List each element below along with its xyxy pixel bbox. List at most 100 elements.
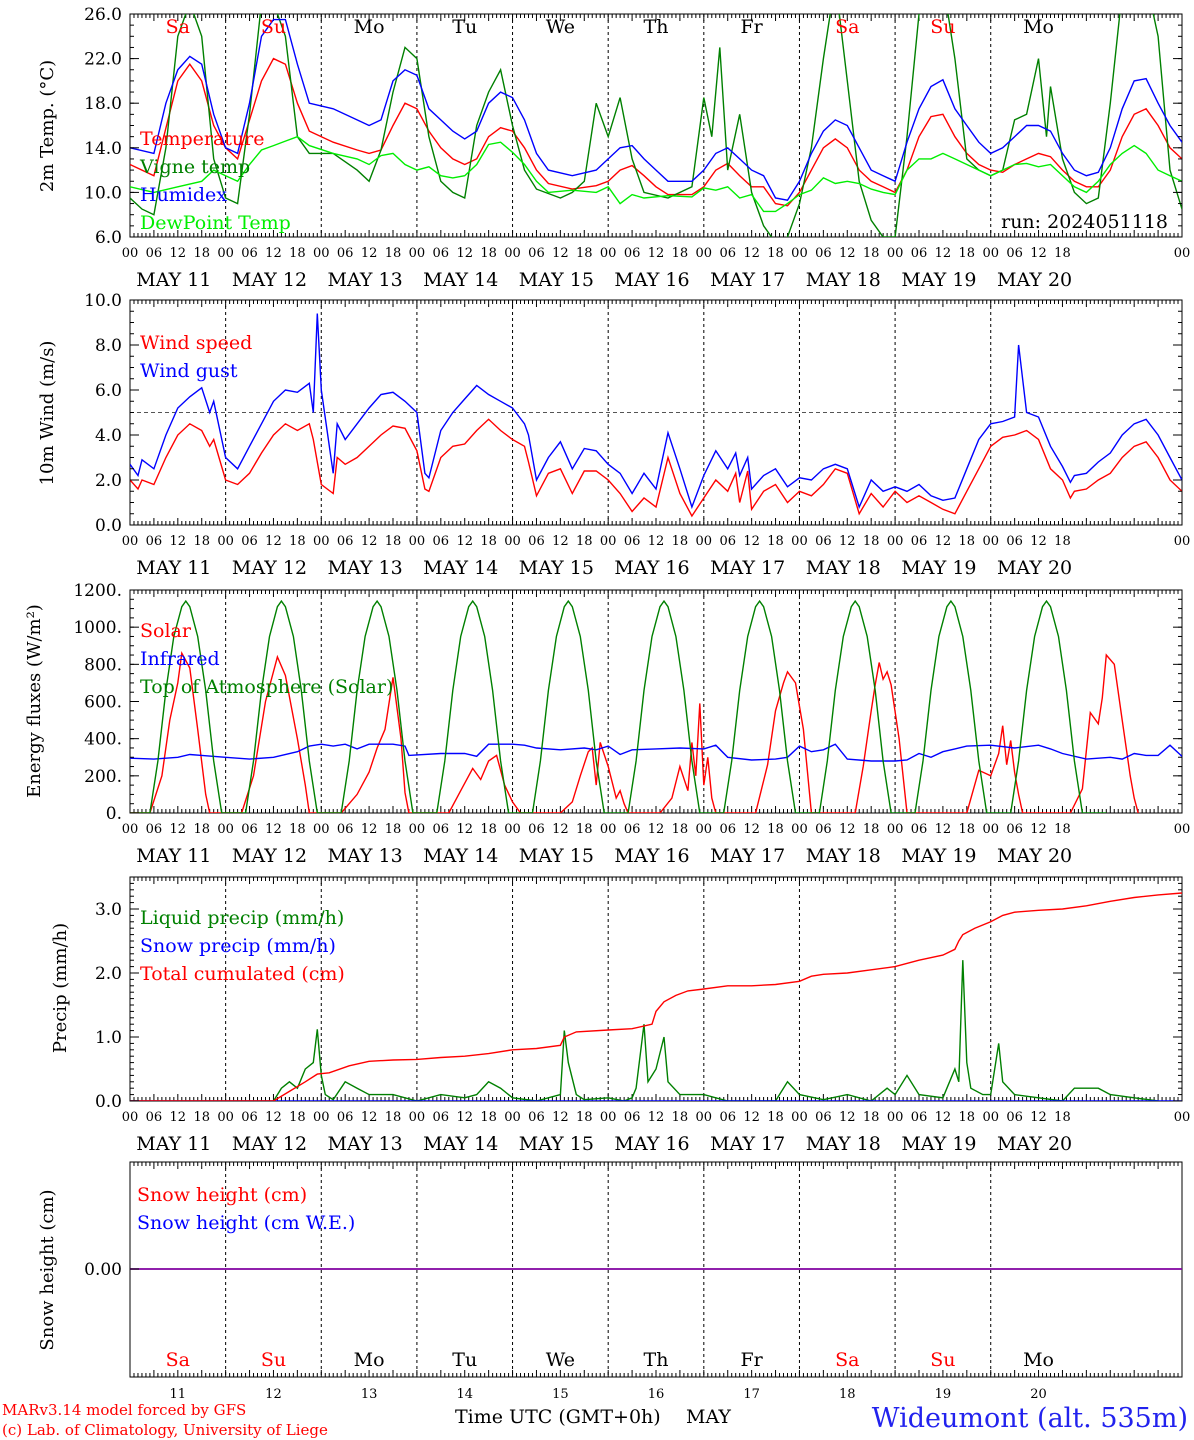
y-tick-label: 6.0 bbox=[95, 381, 122, 401]
hour-label: 06 bbox=[146, 822, 163, 837]
y-tick-label: 0.0 bbox=[95, 1092, 122, 1112]
date-label: MAY 20 bbox=[997, 269, 1072, 291]
y-tick-label: 0. bbox=[106, 804, 122, 824]
y-tick-label: 14.0 bbox=[84, 139, 122, 159]
hour-label: 12 bbox=[265, 534, 282, 549]
legend-wind-speed: Wind speed bbox=[140, 332, 252, 354]
y-tick-label: 10.0 bbox=[84, 291, 122, 311]
day-number: 20 bbox=[1030, 1387, 1047, 1402]
day-number: 16 bbox=[648, 1387, 665, 1402]
hour-label: 12 bbox=[456, 246, 473, 261]
legend-wind-gust: Wind gust bbox=[140, 360, 238, 382]
legend-temperature: Temperature bbox=[140, 128, 264, 150]
series-wind-gust bbox=[130, 313, 1182, 510]
date-label: MAY 20 bbox=[997, 557, 1072, 579]
month-label: MAY bbox=[686, 1406, 731, 1428]
hour-label: 06 bbox=[433, 1110, 450, 1125]
hour-label: 18 bbox=[289, 534, 306, 549]
y-tick-label: 1.0 bbox=[95, 1028, 122, 1048]
weekday-label: Su bbox=[261, 16, 286, 38]
snow-panel: 0.00 Snow height (cm) Snow height (cm) S… bbox=[37, 1161, 1183, 1402]
time-axis-title: Time UTC (GMT+0h) bbox=[455, 1406, 661, 1428]
hour-label: 00 bbox=[409, 822, 426, 837]
date-label: MAY 20 bbox=[997, 845, 1072, 867]
hour-label: 18 bbox=[959, 822, 976, 837]
temperature-axis-title: 2m Temp. (°C) bbox=[37, 60, 58, 192]
hour-label: 06 bbox=[719, 246, 736, 261]
hour-label: 12 bbox=[361, 1110, 378, 1125]
hour-label: 18 bbox=[193, 822, 210, 837]
hour-label: 00 bbox=[122, 246, 139, 261]
hour-label: 06 bbox=[146, 534, 163, 549]
hour-label: 18 bbox=[385, 246, 402, 261]
hour-label: 00 bbox=[313, 822, 330, 837]
date-label: MAY 11 bbox=[136, 845, 211, 867]
y-tick-label: 18.0 bbox=[84, 94, 122, 114]
hour-label: 00 bbox=[122, 1110, 139, 1125]
hour-label: 18 bbox=[385, 822, 402, 837]
hour-label: 06 bbox=[1006, 534, 1023, 549]
hour-label: 00 bbox=[217, 246, 234, 261]
hour-label: 18 bbox=[863, 822, 880, 837]
hour-label: 12 bbox=[743, 1110, 760, 1125]
y-tick-label: 4.0 bbox=[95, 426, 122, 446]
hour-label: 00 bbox=[982, 1110, 999, 1125]
hour-label: 12 bbox=[552, 534, 569, 549]
hour-label: 18 bbox=[385, 534, 402, 549]
hour-label: 12 bbox=[1030, 1110, 1047, 1125]
weekday-label: Tu bbox=[452, 16, 477, 38]
date-label: MAY 16 bbox=[614, 269, 689, 291]
y-tick-label: 1000. bbox=[73, 618, 122, 638]
hour-label: 06 bbox=[1006, 822, 1023, 837]
date-label: MAY 11 bbox=[136, 269, 211, 291]
hour-label: 00 bbox=[791, 1110, 808, 1125]
day-number: 11 bbox=[170, 1387, 187, 1402]
hour-label: 06 bbox=[337, 822, 354, 837]
hour-label: 12 bbox=[648, 246, 665, 261]
weekday-label: Th bbox=[644, 16, 669, 38]
hour-label: 12 bbox=[265, 822, 282, 837]
date-label: MAY 13 bbox=[328, 557, 403, 579]
hour-label: 18 bbox=[289, 1110, 306, 1125]
hour-label: 12 bbox=[1030, 822, 1047, 837]
date-label: MAY 15 bbox=[519, 845, 594, 867]
hour-label: 06 bbox=[528, 822, 545, 837]
hour-label: 00 bbox=[409, 246, 426, 261]
hour-label: 00 bbox=[600, 822, 617, 837]
date-label: MAY 18 bbox=[806, 557, 881, 579]
hour-label: 00 bbox=[696, 1110, 713, 1125]
hour-label: 00 bbox=[600, 246, 617, 261]
hour-label: 18 bbox=[385, 1110, 402, 1125]
snow-axis-title: Snow height (cm) bbox=[37, 1189, 58, 1350]
hour-label: 06 bbox=[241, 822, 258, 837]
hour-label: 12 bbox=[265, 1110, 282, 1125]
wind-axis-title: 10m Wind (m/s) bbox=[37, 341, 58, 486]
legend-toa-solar: Top of Atmosphere (Solar) bbox=[140, 676, 393, 698]
hour-label: 18 bbox=[1054, 246, 1071, 261]
hour-label: 12 bbox=[361, 534, 378, 549]
hour-label: 00 bbox=[696, 822, 713, 837]
hour-label: 00 bbox=[887, 1110, 904, 1125]
series-total-cumulated-cm bbox=[130, 892, 1182, 1101]
hour-label: 00 bbox=[600, 1110, 617, 1125]
series-solar bbox=[130, 650, 1139, 813]
weekday-label: Fr bbox=[741, 16, 764, 38]
hour-label: 18 bbox=[193, 246, 210, 261]
hour-label: 12 bbox=[1030, 246, 1047, 261]
y-tick-label: 200. bbox=[84, 767, 122, 787]
date-label: MAY 12 bbox=[232, 845, 307, 867]
hour-label: 06 bbox=[528, 246, 545, 261]
hour-label: 18 bbox=[767, 822, 784, 837]
hour-label: 12 bbox=[648, 534, 665, 549]
hour-label: 18 bbox=[193, 1110, 210, 1125]
series-humidex bbox=[130, 18, 1182, 201]
hour-label: 00 bbox=[217, 1110, 234, 1125]
hour-label: 18 bbox=[672, 246, 689, 261]
weekday-label: Mo bbox=[354, 16, 385, 38]
date-label: MAY 14 bbox=[423, 1133, 498, 1155]
precip-panel: 0.0 1.0 2.0 3.0 Precip (mm/h) Liquid precip… bbox=[50, 876, 1190, 1155]
y-tick-label: 2.0 bbox=[95, 964, 122, 984]
hour-label: 06 bbox=[911, 534, 928, 549]
hour-label: 18 bbox=[767, 534, 784, 549]
day-number: 18 bbox=[839, 1387, 856, 1402]
